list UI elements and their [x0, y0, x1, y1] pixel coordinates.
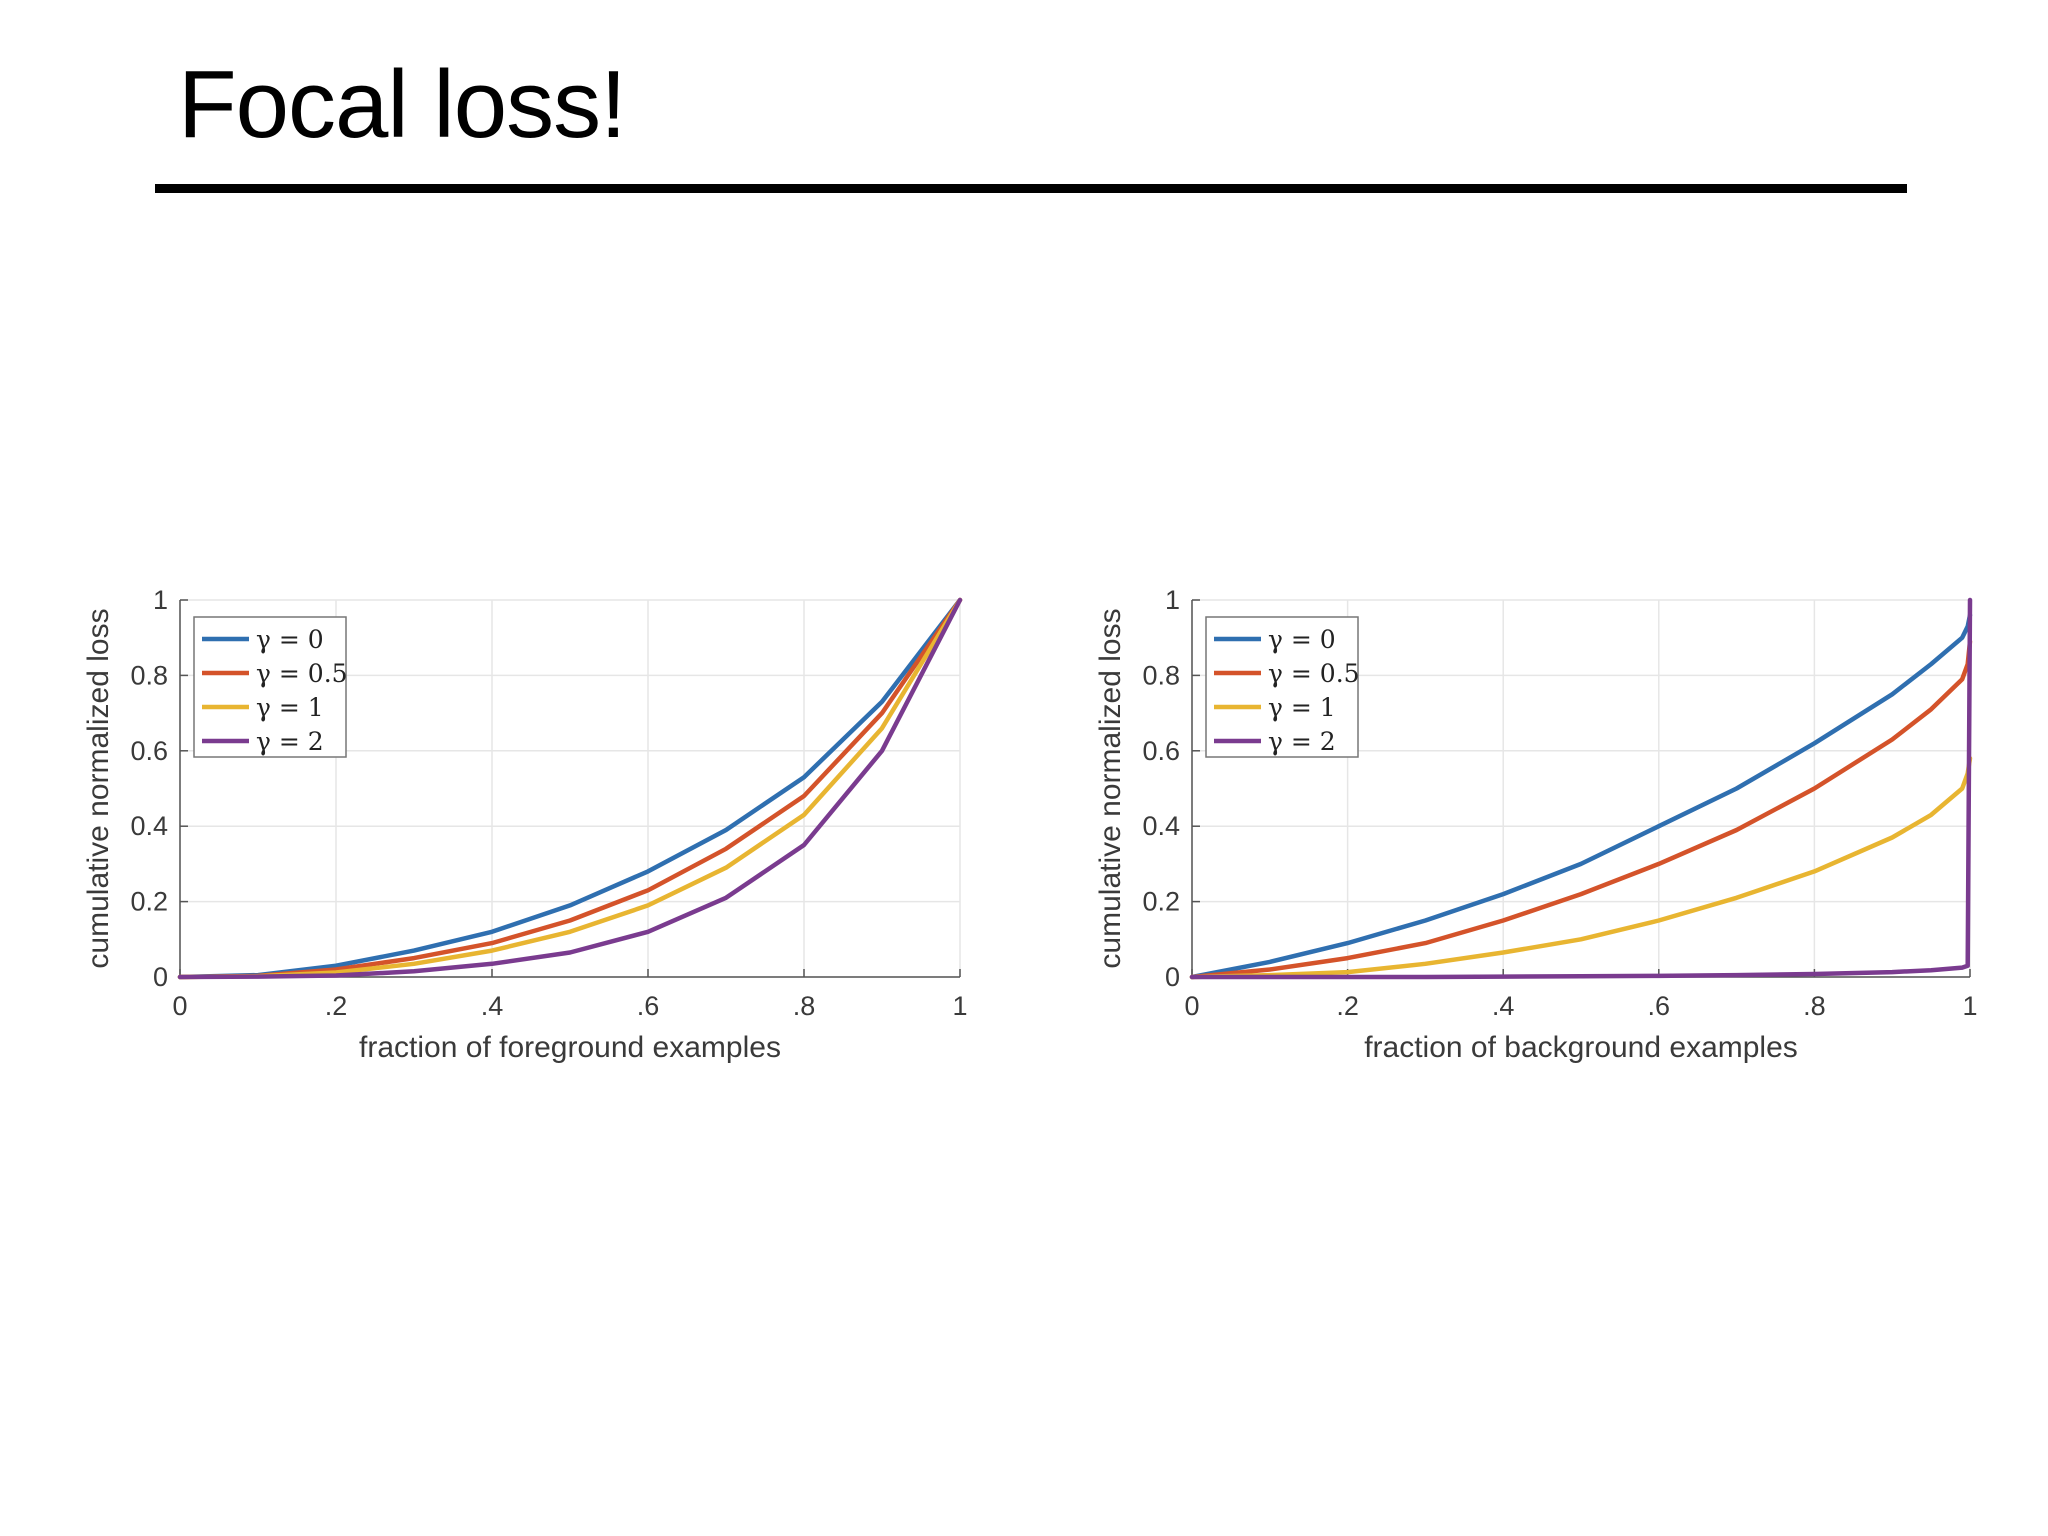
fg-x-tick-label: .8 [793, 991, 816, 1021]
fg-y-tick-label: 0.8 [130, 660, 168, 690]
title-divider [155, 184, 1907, 193]
bg-y-tick-label: 0 [1165, 962, 1180, 992]
bg-y-tick-label: 0.4 [1142, 811, 1180, 841]
bg-legend-label-2: γ = 1 [1268, 693, 1336, 722]
slide-title: Focal loss! [178, 51, 627, 158]
fg-x-tick-label: .2 [325, 991, 348, 1021]
fg-y-tick-label: 0 [153, 962, 168, 992]
bg-x-axis-label: fraction of background examples [1364, 1031, 1798, 1064]
bg-x-tick-label: .4 [1492, 991, 1515, 1021]
bg-x-tick-label: 0 [1184, 991, 1199, 1021]
fg-legend-label-0: γ = 0 [256, 625, 324, 654]
fg-y-axis-label: cumulative normalized loss [82, 608, 115, 968]
bg-series-line-2 [1189, 756, 1973, 980]
bg-x-tick-label: .8 [1803, 991, 1826, 1021]
bg-x-tick-label: 1 [1962, 991, 1977, 1021]
fg-legend-label-3: γ = 2 [256, 727, 324, 756]
fg-y-tick-label: 0.2 [130, 887, 168, 917]
fg-x-axis-label: fraction of foreground examples [359, 1031, 781, 1064]
bg-x-tick-label: .2 [1336, 991, 1359, 1021]
bg-y-tick-label: 0.8 [1142, 660, 1180, 690]
bg-series-line-1 [1189, 639, 1973, 980]
fg-y-tick-label: 0.6 [130, 736, 168, 766]
fg-legend-label-1: γ = 0.5 [256, 659, 348, 688]
bg-y-axis-label: cumulative normalized loss [1094, 608, 1127, 968]
bg-legend-label-3: γ = 2 [1268, 727, 1336, 756]
bg-x-tick-label: .6 [1648, 991, 1671, 1021]
fg-x-tick-label: 0 [172, 991, 187, 1021]
fg-series-line-0 [177, 597, 963, 980]
bg-y-tick-label: 0.6 [1142, 736, 1180, 766]
bg-series-line-0 [1189, 612, 1973, 980]
fg-y-tick-label: 1 [153, 585, 168, 615]
fg-legend-label-2: γ = 1 [256, 693, 324, 722]
bg-legend-label-1: γ = 0.5 [1268, 659, 1360, 688]
bg-legend-label-0: γ = 0 [1268, 625, 1336, 654]
bg-y-tick-label: 1 [1165, 585, 1180, 615]
fg-series-line-3 [177, 597, 963, 980]
fg-y-tick-label: 0.4 [130, 811, 168, 841]
bg-y-tick-label: 0.2 [1142, 887, 1180, 917]
bg-series-line-3 [1189, 597, 1973, 980]
fg-x-tick-label: .6 [637, 991, 660, 1021]
fg-x-tick-label: .4 [481, 991, 504, 1021]
fg-x-tick-label: 1 [952, 991, 967, 1021]
